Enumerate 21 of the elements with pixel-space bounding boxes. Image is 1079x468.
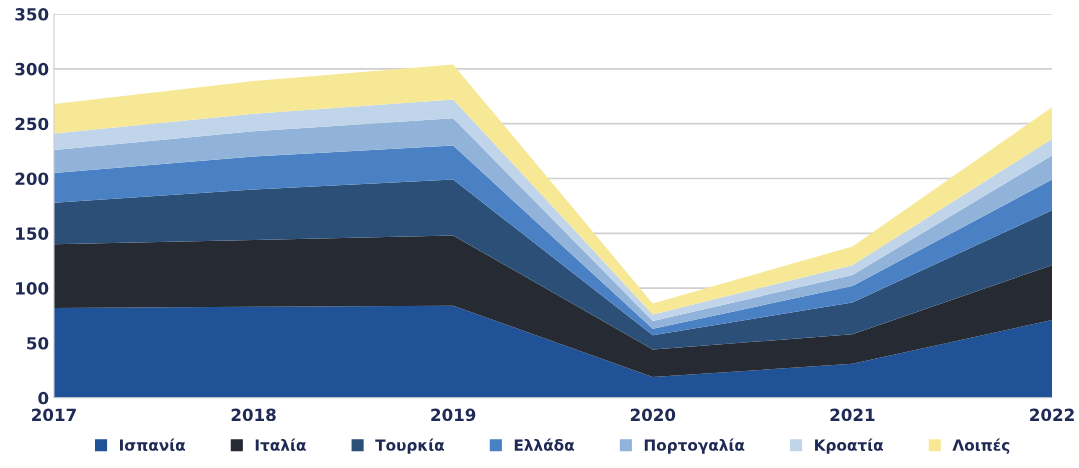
legend-label: Κροατία [815, 438, 883, 454]
y-tick-label: 200 [15, 172, 49, 186]
legend-label: Λοιπές [952, 438, 1010, 454]
x-tick-label: 2019 [431, 408, 476, 422]
y-tick-label: 150 [16, 227, 49, 240]
x-tick-label: 2018 [231, 408, 276, 422]
legend-label: Πορτογαλία [644, 438, 745, 454]
y-tick-label: 250 [15, 117, 49, 131]
y-tick-label: 100 [16, 282, 49, 295]
y-tick-label: 50 [27, 336, 49, 350]
x-tick-label: 2020 [630, 408, 676, 422]
legend-label: Ελλάδα [514, 438, 575, 451]
x-tick-label: 2022 [1030, 408, 1074, 422]
x-tick-label: 2021 [830, 408, 875, 422]
y-tick-label: 350 [15, 8, 49, 21]
legend-label: Ιταλία [255, 438, 306, 451]
legend-label: Τουρκία [375, 438, 445, 454]
x-tick-label: 2017 [32, 408, 76, 422]
y-tick-label: 300 [15, 62, 49, 76]
y-tick-label: 0 [38, 391, 49, 405]
legend-label: Ισπανία [120, 438, 185, 451]
